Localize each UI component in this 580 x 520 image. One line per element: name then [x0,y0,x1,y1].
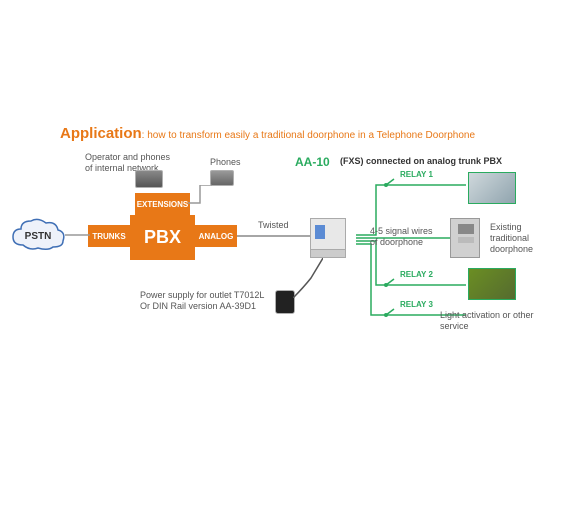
pstn-cloud-icon: PSTN [8,215,68,255]
pbx-trunks: TRUNKS [88,225,130,247]
light-label: Light activation or other service [440,310,550,332]
relay3-label: RELAY 3 [400,300,433,309]
existing-label: Existing traditional doorphone [490,222,550,254]
phone-icon [210,170,234,186]
aa10-heading: AA-10 [295,155,330,169]
wire-power-aa10 [293,258,323,298]
doorphone-image-icon [450,218,480,258]
pstn-label: PSTN [25,231,52,242]
diagram-canvas: Application: how to transform easily a t… [0,0,580,520]
title-rest: : how to transform easily a traditional … [142,130,475,141]
phones-label: Phones [210,157,241,168]
aa10-device-icon [310,218,346,258]
signal-label: 4-5 signal wires of doorphone [370,226,440,248]
pbx-core-label: PBX [144,227,181,248]
wire-analog-aa10 [237,234,310,238]
barrier-image-icon [468,268,516,300]
twisted-label: Twisted [258,220,289,231]
operator-phone-icon [135,170,163,188]
pbx-extensions: EXTENSIONS [135,193,190,215]
wire-pstn-pbx [65,232,90,238]
pbx-analog-label: ANALOG [199,232,234,241]
power-adapter-icon [275,290,295,314]
relay1-label: RELAY 1 [400,170,433,179]
pbx-core: PBX [130,215,195,260]
wire-ext-phone [188,185,212,205]
power-label: Power supply for outlet T7012L Or DIN Ra… [140,290,270,312]
fxs-label: (FXS) connected on analog trunk PBX [340,156,502,167]
title-main: Application: how to transform easily a t… [60,125,475,142]
title-word: Application [60,125,142,142]
pbx-ext-label: EXTENSIONS [137,200,189,209]
pbx-analog: ANALOG [195,225,237,247]
gate-image-icon [468,172,516,204]
relay2-label: RELAY 2 [400,270,433,279]
pbx-trunks-label: TRUNKS [92,232,125,241]
